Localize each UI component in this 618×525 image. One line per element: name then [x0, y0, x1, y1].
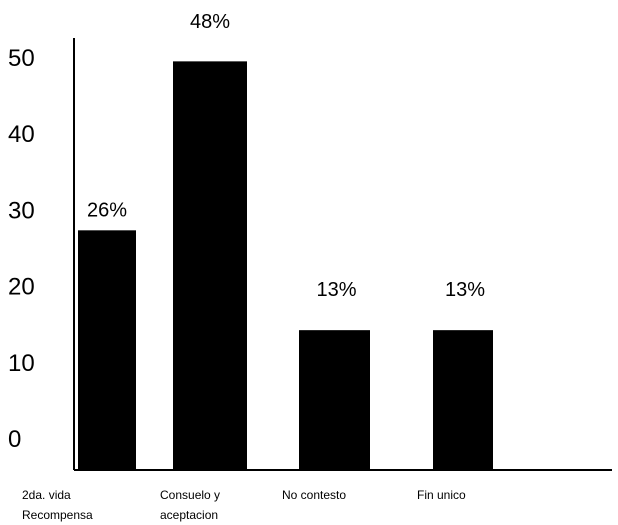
bar-value-label: 26%	[87, 199, 127, 221]
bar-value-label: 48%	[190, 11, 230, 33]
bar-value-labels: 26% 48% 13% 13%	[87, 11, 485, 301]
category-label: Consuelo y	[160, 488, 220, 502]
category-label: Fin unico	[417, 488, 466, 502]
bars	[78, 61, 493, 471]
y-tick-label: 40	[8, 121, 35, 148]
category-label: aceptacion	[160, 508, 218, 522]
bar	[433, 330, 493, 470]
category-label: Recompensa	[22, 508, 93, 522]
bar	[173, 61, 247, 471]
y-tick-label: 30	[8, 197, 35, 224]
category-labels: 2da. vida Recompensa Consuelo y aceptacion N…	[22, 488, 466, 522]
y-tick-label: 20	[8, 274, 35, 301]
y-tick-label: 0	[8, 426, 21, 453]
category-label: No contesto	[282, 488, 346, 502]
y-tick-labels: 0 10 20 30 40 50	[8, 45, 35, 453]
bar	[78, 230, 136, 470]
bar-value-label: 13%	[316, 279, 356, 301]
category-label: 2da. vida	[22, 488, 71, 502]
y-tick-label: 10	[8, 350, 35, 377]
y-tick-label: 50	[8, 45, 35, 72]
bar	[299, 330, 370, 470]
bar-value-label: 13%	[445, 279, 485, 301]
